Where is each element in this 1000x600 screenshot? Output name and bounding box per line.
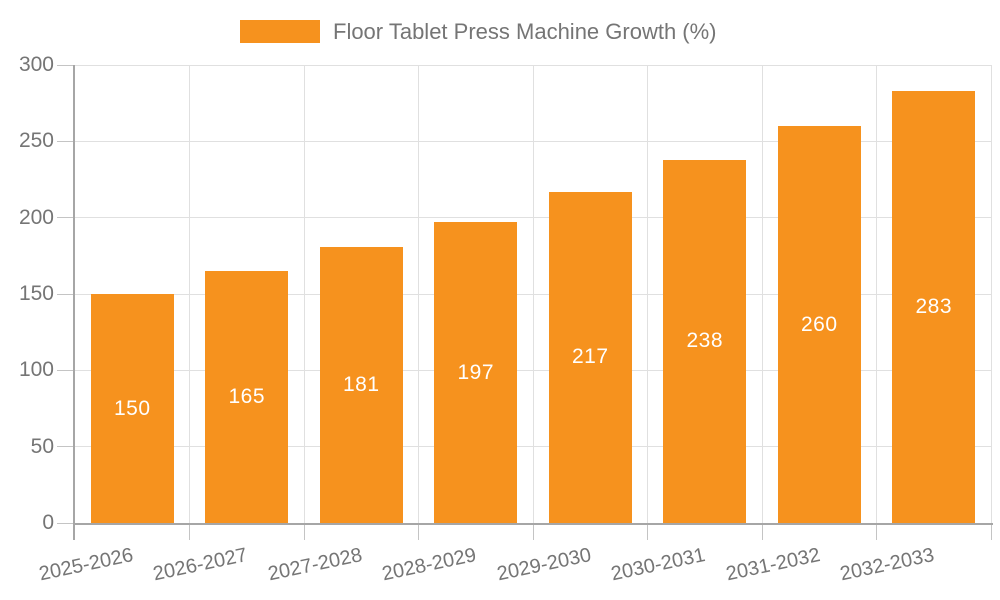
bar: 283 <box>892 90 976 523</box>
y-axis-label: 150 <box>18 282 54 305</box>
x-axis-tick <box>990 523 992 540</box>
x-axis-tick <box>189 523 190 540</box>
x-axis-tick <box>647 523 648 540</box>
y-axis-label: 200 <box>18 205 54 229</box>
x-axis-label: 2031-2032 <box>723 544 822 586</box>
bar: 150 <box>90 294 174 523</box>
x-gridline <box>189 65 190 523</box>
x-axis-tick <box>532 523 534 540</box>
y-axis-tick <box>57 64 75 66</box>
legend-label: Floor Tablet Press Machine Growth (%) <box>333 18 717 44</box>
x-gridline <box>647 65 648 523</box>
bar: 165 <box>205 271 289 523</box>
y-axis-label: 250 <box>18 129 54 153</box>
bar-value-label: 238 <box>686 329 724 353</box>
bar-value-label: 260 <box>800 312 838 336</box>
x-axis-tick <box>876 523 877 540</box>
bar: 197 <box>434 222 518 523</box>
bar: 181 <box>319 246 403 523</box>
x-axis-label: 2032-2033 <box>838 544 937 586</box>
bar-value-label: 197 <box>457 360 495 384</box>
x-axis-line <box>73 523 993 525</box>
x-axis-label: 2026-2027 <box>151 544 250 586</box>
bar-value-label: 165 <box>228 385 266 409</box>
x-axis-label: 2029-2030 <box>494 544 593 586</box>
x-gridline <box>876 65 877 523</box>
x-gridline <box>761 65 763 523</box>
bar-value-label: 150 <box>113 396 151 420</box>
y-axis-tick <box>57 369 75 371</box>
x-axis-tick <box>418 523 419 540</box>
bar: 238 <box>663 159 747 523</box>
y-axis-tick <box>57 446 75 448</box>
y-axis-label: 50 <box>30 434 54 458</box>
y-axis-label: 0 <box>42 511 54 534</box>
x-axis-label: 2030-2031 <box>609 544 708 586</box>
y-axis-tick <box>57 217 75 219</box>
y-axis-tick <box>57 522 75 524</box>
x-axis-tick <box>761 523 763 540</box>
x-gridline <box>418 65 419 523</box>
bar: 260 <box>777 126 861 523</box>
x-axis-label: 2027-2028 <box>265 544 364 586</box>
bar-value-label: 283 <box>915 294 953 318</box>
bar: 217 <box>548 191 632 523</box>
legend-swatch <box>240 20 320 43</box>
x-axis-label: 2025-2026 <box>36 544 135 586</box>
legend[interactable]: Floor Tablet Press Machine Growth (%) <box>240 18 717 45</box>
y-axis-label: 300 <box>18 53 54 76</box>
bar-value-label: 217 <box>571 345 609 369</box>
y-axis-tick <box>57 293 75 295</box>
bar-value-label: 181 <box>342 372 380 396</box>
y-axis-tick <box>57 140 75 142</box>
x-gridline <box>990 65 992 523</box>
x-axis-tick <box>303 523 305 540</box>
x-gridline <box>532 65 534 523</box>
x-axis-label: 2028-2029 <box>380 544 479 586</box>
y-axis-line <box>73 65 75 540</box>
y-axis-label: 100 <box>18 358 54 382</box>
x-gridline <box>303 65 305 523</box>
